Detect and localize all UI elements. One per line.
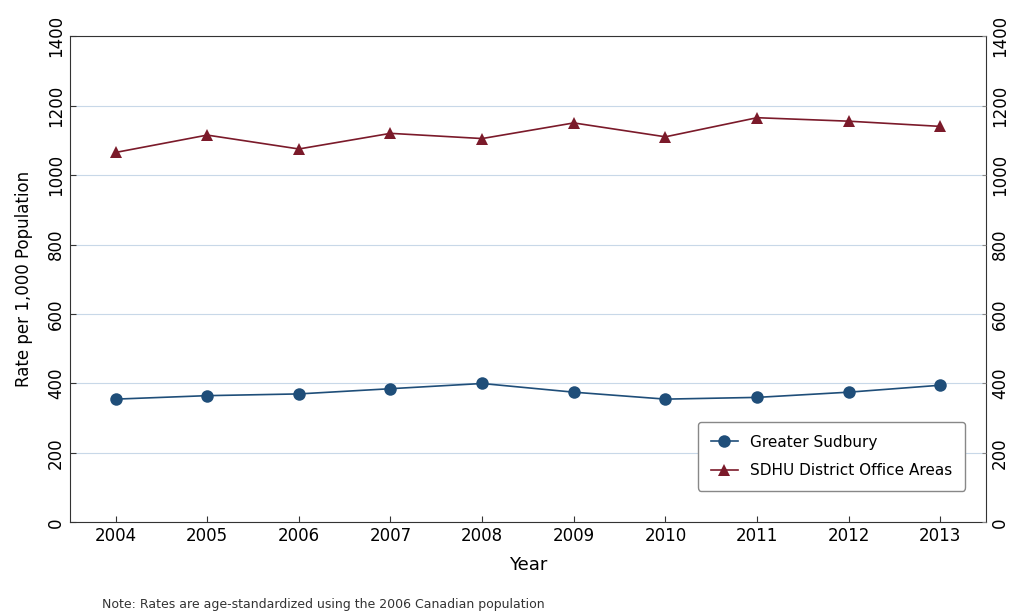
Greater Sudbury	[751, 394, 763, 401]
SDHU District Office Areas	[659, 133, 672, 141]
X-axis label: Year: Year	[509, 556, 547, 575]
Greater Sudbury	[567, 389, 580, 396]
SDHU District Office Areas	[567, 119, 580, 126]
Y-axis label: Rate per 1,000 Population: Rate per 1,000 Population	[15, 171, 33, 387]
SDHU District Office Areas	[476, 135, 488, 142]
Greater Sudbury	[659, 395, 672, 403]
Text: Note: Rates are age-standardized using the 2006 Canadian population: Note: Rates are age-standardized using t…	[102, 598, 545, 611]
SDHU District Office Areas	[384, 130, 396, 137]
Greater Sudbury	[476, 380, 488, 387]
Greater Sudbury	[384, 385, 396, 392]
Legend: Greater Sudbury, SDHU District Office Areas: Greater Sudbury, SDHU District Office Ar…	[698, 422, 965, 491]
Greater Sudbury	[843, 389, 855, 396]
SDHU District Office Areas	[293, 146, 305, 153]
Greater Sudbury	[110, 395, 122, 403]
Greater Sudbury	[934, 381, 946, 389]
SDHU District Office Areas	[934, 123, 946, 130]
SDHU District Office Areas	[751, 114, 763, 122]
Line: Greater Sudbury: Greater Sudbury	[110, 377, 946, 405]
SDHU District Office Areas	[201, 131, 213, 139]
SDHU District Office Areas	[843, 117, 855, 125]
Greater Sudbury	[201, 392, 213, 399]
Line: SDHU District Office Areas: SDHU District Office Areas	[110, 112, 946, 158]
Greater Sudbury	[293, 391, 305, 398]
SDHU District Office Areas	[110, 149, 122, 156]
